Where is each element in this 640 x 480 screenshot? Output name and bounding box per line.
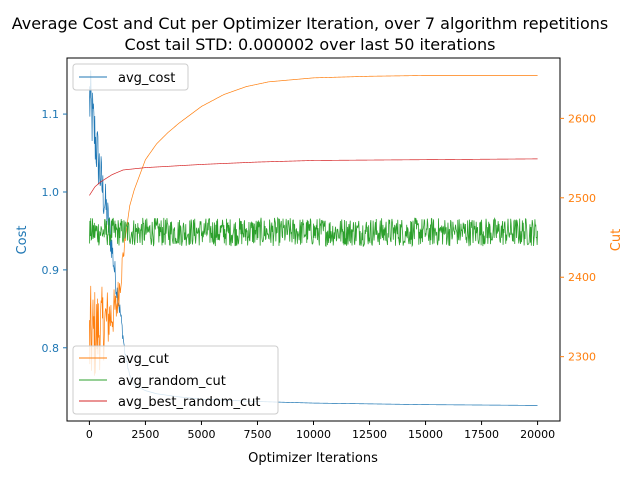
y-right-tick-label: 2500 (568, 192, 596, 205)
series-line-avg-cut (89, 75, 538, 376)
y-axis-left-label: Cost (15, 226, 30, 255)
chart-title-line2: Cost tail STD: 0.000002 over last 50 ite… (125, 35, 496, 54)
y-right-tick-label: 2600 (568, 112, 596, 125)
legend-label-avg-cut: avg_cut (118, 352, 169, 367)
x-tick-label: 20000 (520, 428, 555, 441)
x-tick-label: 10000 (296, 428, 331, 441)
x-axis-label: Optimizer Iterations (248, 451, 378, 466)
x-tick-label: 5000 (187, 428, 215, 441)
y-right-tick-label: 2300 (568, 351, 596, 364)
y-axis-left: 0.8 0.9 1.0 1.1 (42, 108, 67, 355)
y-axis-right-label: Cut (609, 229, 624, 251)
legend-label-avg-best-random-cut: avg_best_random_cut (118, 395, 260, 410)
y-right-tick-label: 2400 (568, 271, 596, 284)
legend-right-box (72, 345, 279, 415)
legend-label-avg-random-cut: avg_random_cut (118, 374, 226, 389)
y-axis-right: 2300 2400 2500 2600 (560, 112, 596, 364)
legend-label-avg-cost: avg_cost (118, 71, 175, 86)
y-left-tick-label: 0.9 (42, 264, 60, 277)
x-tick-label: 7500 (243, 428, 271, 441)
legend-left-box (72, 63, 189, 91)
y-left-tick-label: 1.0 (42, 186, 60, 199)
legend-right: avg_cut avg_random_cut avg_best_random_c… (72, 345, 279, 415)
legend-left: avg_cost (72, 63, 189, 91)
series-line-avg-best-random-cut (89, 158, 538, 196)
chart-title-line1: Average Cost and Cut per Optimizer Itera… (12, 14, 609, 33)
x-tick-label: 0 (86, 428, 93, 441)
series-line-avg-random-cut (89, 216, 538, 248)
x-tick-label: 15000 (408, 428, 443, 441)
y-left-tick-label: 0.8 (42, 342, 60, 355)
x-axis: 0 2500 5000 7500 10000 12500 15000 17500 20000 (86, 421, 555, 441)
x-tick-label: 17500 (464, 428, 499, 441)
y-left-tick-label: 1.1 (42, 108, 60, 121)
x-tick-label: 2500 (131, 428, 159, 441)
x-tick-label: 12500 (352, 428, 387, 441)
